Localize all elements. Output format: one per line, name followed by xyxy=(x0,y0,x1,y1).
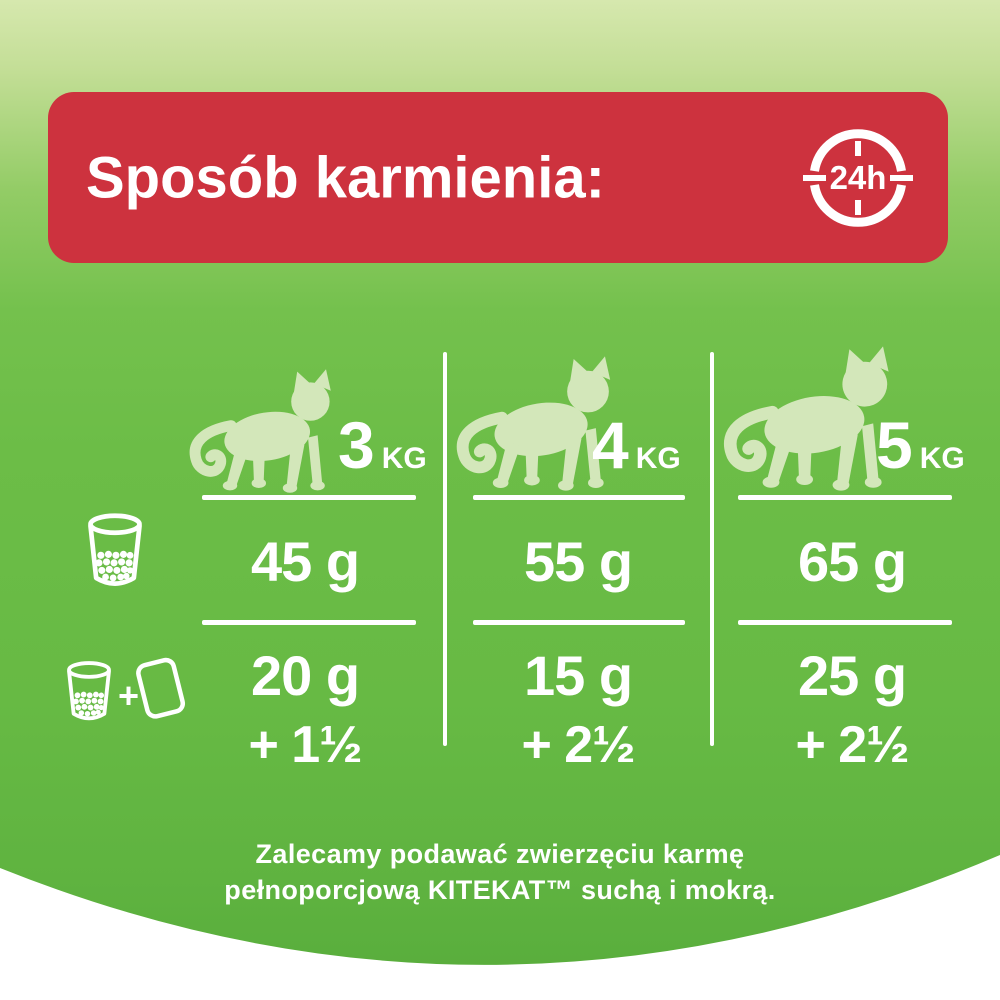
cat-silhouette-5kg-icon xyxy=(722,345,897,492)
row-separator xyxy=(738,620,952,625)
weight-value: 4 xyxy=(592,408,629,482)
row-separator xyxy=(473,620,685,625)
row-separator xyxy=(473,495,685,500)
mixed-pouch-count: + 1½ xyxy=(248,716,362,774)
page-title: Sposób karmienia: xyxy=(86,145,605,210)
mixed-dry-amount: 25 g xyxy=(797,644,907,707)
bottom-curve-decoration xyxy=(0,855,1000,1000)
weight-label-5kg: 5 KG xyxy=(876,412,965,478)
weight-label-4kg: 4 KG xyxy=(592,412,681,478)
row-separator xyxy=(738,495,952,500)
dry-amount-5kg: 65 g xyxy=(797,530,907,593)
measuring-cup-icon xyxy=(82,512,148,593)
dry-amount-3kg: 45 g xyxy=(250,530,360,593)
header-banner: Sposób karmienia: xyxy=(48,92,948,263)
weight-unit: KG xyxy=(635,442,681,475)
mixed-pouch-count: + 2½ xyxy=(521,716,635,774)
mixed-dry-amount: 15 g xyxy=(523,644,633,707)
column-divider xyxy=(443,352,447,746)
plus-icon: + xyxy=(118,675,140,716)
weight-unit: KG xyxy=(919,442,965,475)
recommendation-note-line2: pełnoporcjową KITEKAT™ suchą i mokrą. xyxy=(224,875,776,905)
row-separator xyxy=(202,495,416,500)
weight-value: 5 xyxy=(876,408,913,482)
mixed-amount-4kg: 15 g + 2½ xyxy=(448,644,708,774)
mixed-amount-3kg: 20 g + 1½ xyxy=(175,644,435,774)
cat-silhouette-3kg-icon xyxy=(188,368,338,494)
recommendation-note: Zalecamy podawać zwierzęciu karmę pełnop… xyxy=(0,836,1000,908)
column-divider xyxy=(710,352,714,746)
mixed-pouch-count: + 2½ xyxy=(795,716,909,774)
measuring-cup-icon xyxy=(67,661,111,721)
weight-unit: KG xyxy=(381,442,427,475)
mixed-amount-5kg: 25 g + 2½ xyxy=(722,644,982,774)
clock-24h-icon: 24h xyxy=(803,129,913,227)
recommendation-note-line1: Zalecamy podawać zwierzęciu karmę xyxy=(255,839,745,869)
weight-label-3kg: 3 KG xyxy=(338,412,427,478)
clock-label: 24h xyxy=(830,159,887,196)
weight-value: 3 xyxy=(338,408,375,482)
dry-amount-4kg: 55 g xyxy=(523,530,633,593)
row-separator xyxy=(202,620,416,625)
mixed-dry-amount: 20 g xyxy=(250,644,360,707)
